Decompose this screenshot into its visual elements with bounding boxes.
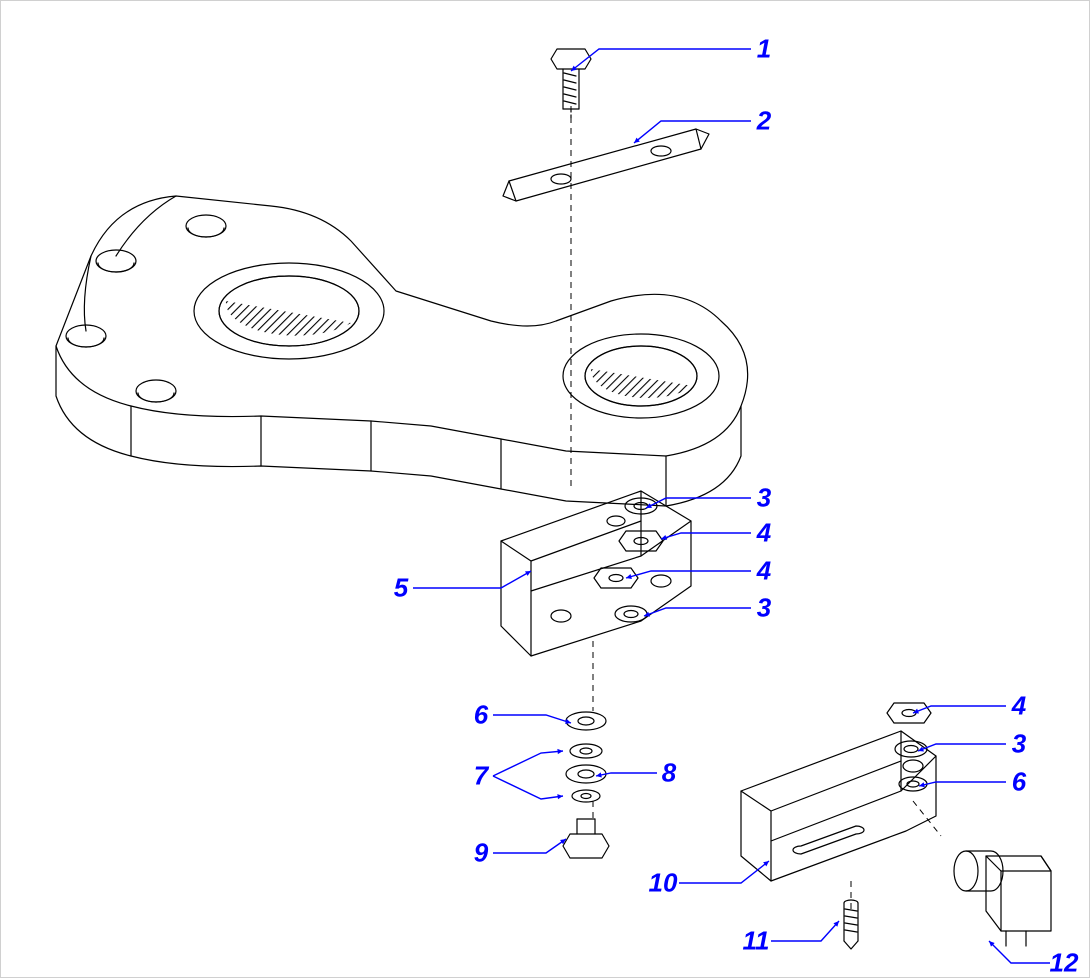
part-2-plate bbox=[503, 129, 709, 201]
part-5-bracket bbox=[501, 491, 691, 656]
parts-6-7-8-9-lower-stack bbox=[563, 712, 609, 858]
assembly-axes bbox=[571, 106, 941, 911]
part-12-sensor bbox=[954, 851, 1051, 946]
part-10-bracket bbox=[741, 731, 936, 881]
parts-diagram-svg bbox=[1, 1, 1090, 978]
diagram-container: 12344356789436101112 bbox=[0, 0, 1090, 978]
main-bracket bbox=[56, 196, 748, 506]
callout-leader-lines bbox=[413, 49, 1050, 963]
mechanical-drawing bbox=[56, 49, 1051, 949]
